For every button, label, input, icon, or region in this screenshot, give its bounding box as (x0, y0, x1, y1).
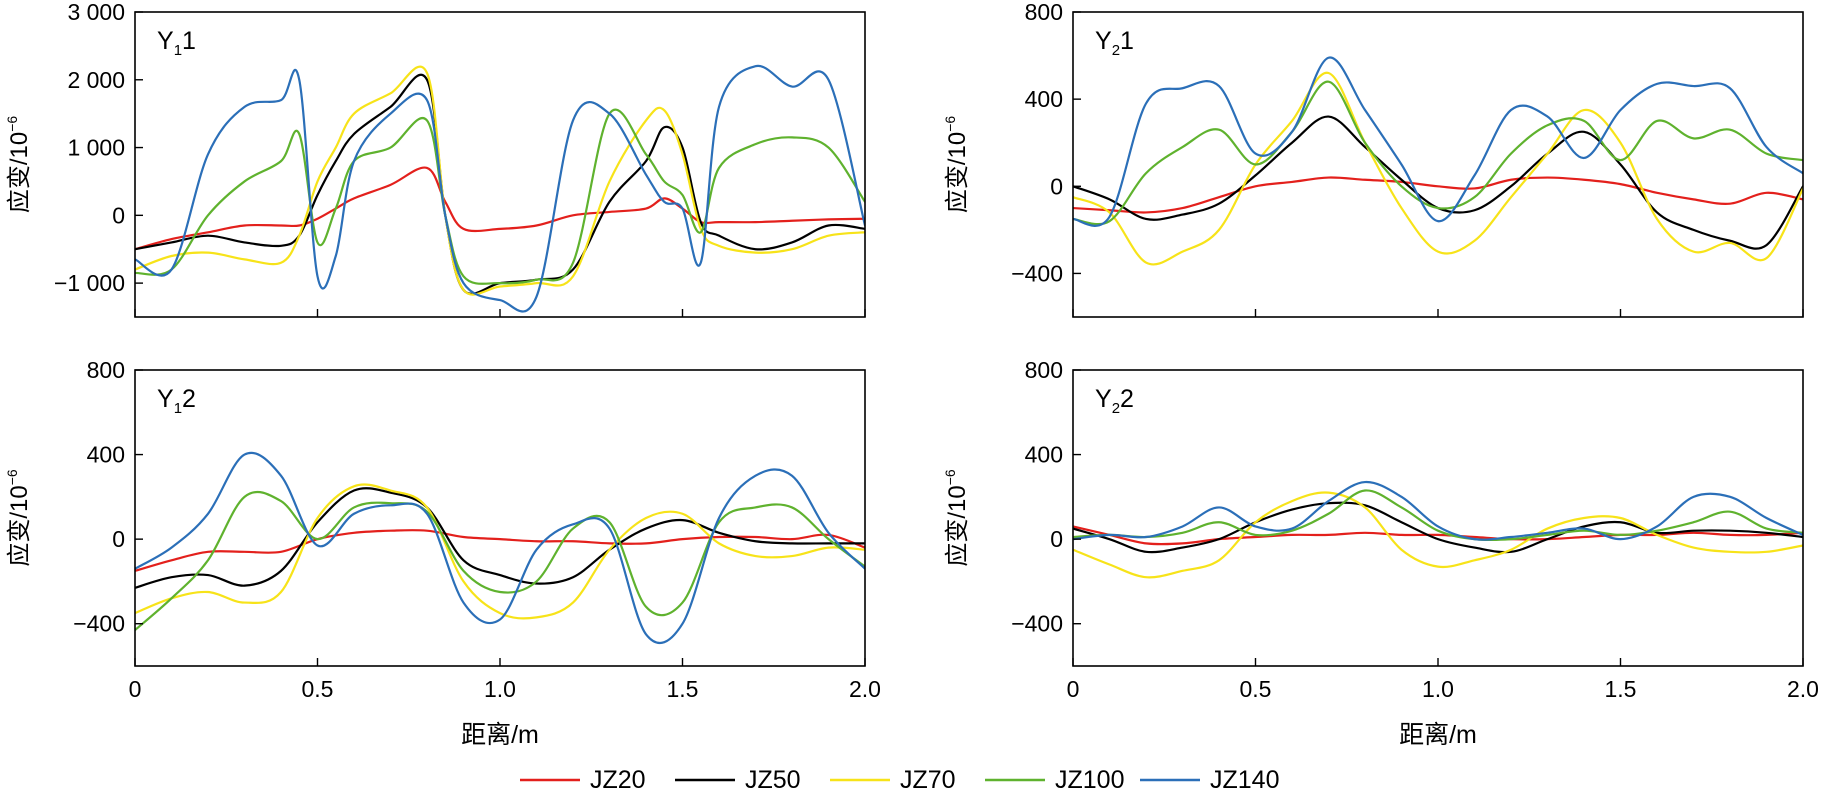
y-axis-label: 应变/10−6 (942, 469, 971, 567)
series-group (1073, 480, 1803, 579)
chart-panel-y22: 800 400 0 −400 0 0.5 1.0 1.5 2.0 Y22 应变/10−6 距离/m (942, 357, 1819, 749)
legend-label: JZ100 (1055, 766, 1124, 794)
panel-title: Y12 (157, 385, 196, 417)
series-line-jz70 (135, 483, 865, 620)
x-axis-label: 距离/m (1399, 721, 1477, 749)
series-line-jz140 (1073, 56, 1803, 227)
panel-title: Y22 (1095, 385, 1134, 417)
series-line-jz50 (1073, 501, 1803, 554)
legend: JZ20 JZ50 JZ70 JZ100 JZ140 (520, 766, 1279, 794)
series-line-jz100 (1073, 80, 1803, 226)
series-group (1073, 56, 1803, 266)
series-line-jz140 (135, 451, 865, 645)
y-axis-label: 应变/10−6 (4, 469, 33, 567)
y-tick-label: 1 000 (67, 135, 125, 161)
series-line-jz50 (1073, 115, 1803, 250)
series-line-jz20 (135, 166, 865, 251)
x-tick-label: 0.5 (1240, 676, 1272, 702)
x-tick-label: 2.0 (849, 676, 881, 702)
legend-label: JZ50 (745, 766, 801, 794)
y-tick-label: 800 (87, 357, 125, 383)
y-tick-label: −400 (73, 611, 125, 637)
y-tick-label: 800 (1025, 357, 1063, 383)
legend-item-jz70: JZ70 (830, 766, 956, 794)
series-line-jz100 (135, 490, 865, 632)
series-line-jz140 (1073, 480, 1803, 541)
y-tick-label: 0 (112, 526, 125, 552)
x-tick-label: 0 (1067, 676, 1080, 702)
x-tick-label: 1.5 (1605, 676, 1637, 702)
series-group (135, 451, 865, 645)
legend-item-jz100: JZ100 (985, 766, 1124, 794)
y-tick-label: 0 (1050, 526, 1063, 552)
y-tick-label: 400 (1025, 442, 1063, 468)
series-line-jz20 (135, 529, 865, 572)
plot-frame (134, 369, 866, 667)
y-axis-label: 应变/10−6 (4, 116, 33, 214)
chart-panel-y21: 800 400 0 −400 Y21 应变/10−6 (942, 0, 1804, 318)
series-line-jz100 (135, 108, 865, 285)
plot-frame (1072, 369, 1804, 667)
panel-title: Y11 (157, 27, 196, 59)
y-tick-label: 3 000 (67, 0, 125, 25)
x-tick-label: 2.0 (1787, 676, 1819, 702)
x-tick-label: 0 (129, 676, 142, 702)
chart-panel-y11: 3 000 2 000 1 000 0 −1 000 Y11 应变/10−6 (4, 0, 866, 318)
panel-title: Y21 (1095, 27, 1134, 59)
y-tick-label: 0 (112, 202, 125, 228)
x-tick-label: 1.0 (484, 676, 516, 702)
series-group (135, 64, 865, 313)
series-line-jz70 (1073, 491, 1803, 579)
x-tick-label: 1.0 (1422, 676, 1454, 702)
y-tick-label: −1 000 (54, 270, 125, 296)
series-line-jz100 (1073, 489, 1803, 542)
legend-label: JZ140 (1210, 766, 1279, 794)
series-line-jz70 (1073, 71, 1803, 266)
x-tick-label: 1.5 (667, 676, 699, 702)
legend-label: JZ20 (590, 766, 646, 794)
y-tick-label: 400 (1025, 86, 1063, 112)
y-axis-label: 应变/10−6 (942, 116, 971, 214)
y-tick-label: 0 (1050, 173, 1063, 199)
chart-panel-y12: 800 400 0 −400 0 0.5 1.0 1.5 2.0 Y12 应变/10−6 距离/m (4, 357, 881, 749)
y-tick-label: 2 000 (67, 67, 125, 93)
x-tick-label: 0.5 (302, 676, 334, 702)
series-line-jz20 (1073, 525, 1803, 546)
legend-item-jz50: JZ50 (675, 766, 801, 794)
chart-panels: 3 000 2 000 1 000 0 −1 000 Y11 应变/10−6 800 400 0 −… (4, 0, 1819, 749)
series-line-jz20 (1073, 176, 1803, 214)
y-tick-label: −400 (1011, 260, 1063, 286)
legend-label: JZ70 (900, 766, 956, 794)
y-tick-label: −400 (1011, 611, 1063, 637)
legend-item-jz140: JZ140 (1140, 766, 1279, 794)
legend-item-jz20: JZ20 (520, 766, 646, 794)
x-axis-label: 距离/m (461, 721, 539, 749)
plot-frame (134, 11, 866, 318)
y-tick-label: 400 (87, 442, 125, 468)
series-line-jz50 (135, 487, 865, 589)
y-tick-label: 800 (1025, 0, 1063, 25)
series-line-jz140 (135, 64, 865, 313)
plot-frame (1072, 11, 1804, 318)
